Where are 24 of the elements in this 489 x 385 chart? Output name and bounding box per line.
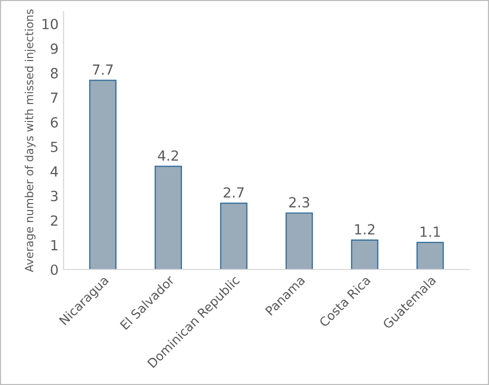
bar <box>416 242 444 270</box>
y-tick-label: 6 <box>50 117 58 128</box>
y-tick-label: 5 <box>50 142 58 152</box>
data-label: 4.2 <box>158 150 178 161</box>
bar <box>286 212 313 270</box>
data-label: 1.1 <box>420 226 440 237</box>
y-tick-label: 3 <box>50 190 58 202</box>
y-tick-label: 0 <box>50 264 58 275</box>
bar <box>89 80 116 270</box>
data-label: 2.7 <box>224 187 244 198</box>
y-tick-label: 4 <box>50 166 58 177</box>
y-tick-label: 1 <box>51 240 58 250</box>
y-tick-label: 2 <box>50 215 58 226</box>
y-tick-label: 7 <box>51 92 58 103</box>
y-tick-label: 10 <box>42 18 58 30</box>
y-tick-label: 8 <box>50 68 58 78</box>
bar <box>154 166 182 270</box>
y-tick-label: 9 <box>50 43 58 54</box>
bar <box>351 239 378 270</box>
bar <box>220 202 248 270</box>
data-label: 1.2 <box>355 224 374 234</box>
data-label: 7.7 <box>92 64 113 75</box>
y-axis-title: Average number of days with missed injections <box>24 9 36 272</box>
data-label: 2.3 <box>289 197 310 208</box>
